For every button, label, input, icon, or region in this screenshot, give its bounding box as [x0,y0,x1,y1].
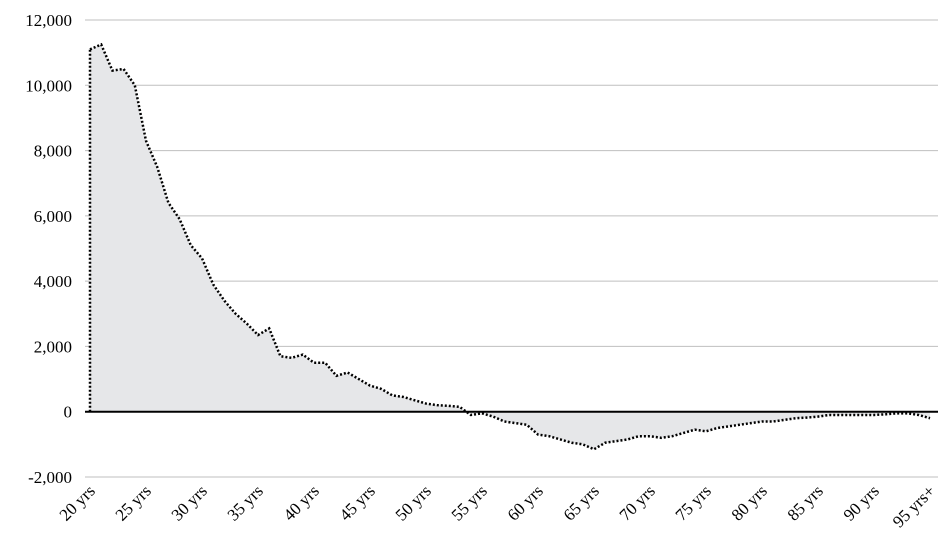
y-tick-label: 12,000 [25,11,72,30]
y-tick-label: 0 [64,403,73,422]
area [90,44,930,450]
y-tick-label: 6,000 [34,207,72,226]
x-tick-label: 95 yrs+ [889,481,939,531]
x-tick-label: 65 yrs [560,481,603,524]
x-tick-label: 90 yrs [840,481,883,524]
y-tick-label: 10,000 [25,76,72,95]
x-tick-label: 50 yrs [392,481,435,524]
x-tick-label: 40 yrs [280,481,323,524]
x-tick-label: 35 yrs [224,481,267,524]
y-tick-label: -2,000 [28,468,72,487]
x-tick-label: 20 yrs [56,481,99,524]
x-tick-label: 60 yrs [504,481,547,524]
x-tick-label: 45 yrs [336,481,379,524]
x-tick-label: 55 yrs [448,481,491,524]
line [89,42,931,451]
y-tick-label: 2,000 [34,337,72,356]
x-tick-label: 30 yrs [168,481,211,524]
x-tick-label: 80 yrs [728,481,771,524]
x-tick-label: 25 yrs [112,481,155,524]
y-tick-label: 8,000 [34,142,72,161]
y-tick-label: 4,000 [34,272,72,291]
x-tick-label: 75 yrs [672,481,715,524]
x-tick-label: 70 yrs [616,481,659,524]
x-tick-label: 85 yrs [784,481,827,524]
